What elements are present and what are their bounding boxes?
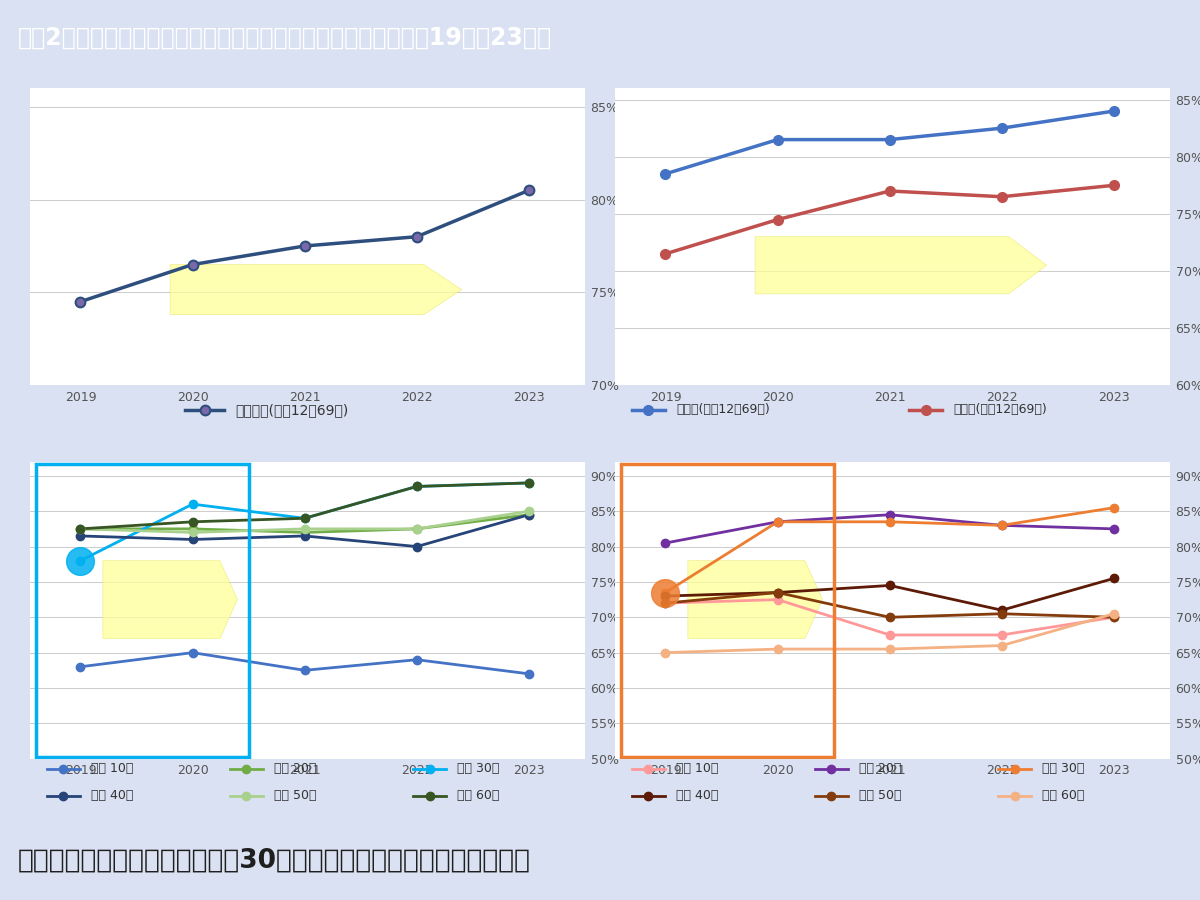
Text: 【図2】「インスタントや冷凍食品への抵抗がない」人の推移（19年～23年）: 【図2】「インスタントや冷凍食品への抵抗がない」人の推移（19年～23年） [18, 25, 552, 50]
Polygon shape [170, 265, 462, 315]
Text: 個人全体(男女12〜69才): 個人全体(男女12〜69才) [235, 403, 349, 417]
Text: 女性 60代: 女性 60代 [1043, 789, 1085, 802]
Text: 女性 20代: 女性 20代 [859, 762, 901, 775]
Polygon shape [755, 237, 1046, 293]
Text: 女性 10代: 女性 10代 [676, 762, 719, 775]
Text: 女性 30代: 女性 30代 [1043, 762, 1085, 775]
Text: 女性 40代: 女性 40代 [676, 789, 719, 802]
Text: 男性 30代: 男性 30代 [457, 762, 499, 775]
Polygon shape [688, 561, 822, 638]
Polygon shape [103, 561, 238, 638]
Text: 女性計(女性12〜69才): 女性計(女性12〜69才) [954, 403, 1048, 417]
Text: 男性 50代: 男性 50代 [274, 789, 317, 802]
Text: 男性 40代: 男性 40代 [91, 789, 133, 802]
Text: 男性 20代: 男性 20代 [274, 762, 317, 775]
Text: 男性計(男性12〜69才): 男性計(男性12〜69才) [676, 403, 770, 417]
Text: 女性 50代: 女性 50代 [859, 789, 901, 802]
Text: 男性 10代: 男性 10代 [91, 762, 133, 775]
Text: 男性 60代: 男性 60代 [457, 789, 499, 802]
Text: ほぼ全年代で「抵抗なし」増、30代はコロナで一気にジャンプアップ: ほぼ全年代で「抵抗なし」増、30代はコロナで一気にジャンプアップ [18, 848, 530, 874]
